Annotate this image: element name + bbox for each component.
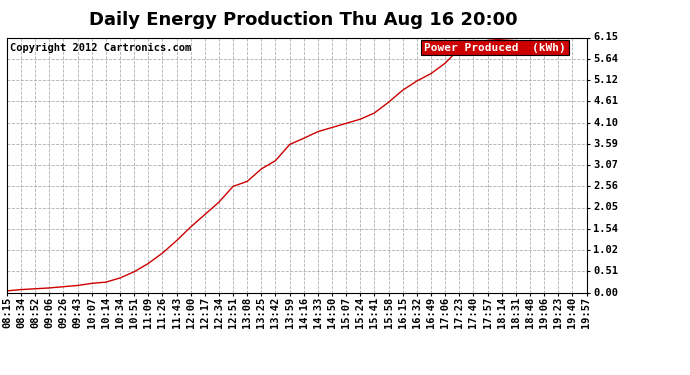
Text: 0.51: 0.51: [593, 266, 618, 276]
Text: 4.61: 4.61: [593, 96, 618, 106]
Text: 4.10: 4.10: [593, 117, 618, 128]
Text: 3.07: 3.07: [593, 160, 618, 170]
Text: 5.12: 5.12: [593, 75, 618, 85]
Text: 1.02: 1.02: [593, 245, 618, 255]
Text: 1.54: 1.54: [593, 224, 618, 234]
Text: Power Produced  (kWh): Power Produced (kWh): [424, 43, 566, 52]
Text: Daily Energy Production Thu Aug 16 20:00: Daily Energy Production Thu Aug 16 20:00: [89, 11, 518, 29]
Text: 2.05: 2.05: [593, 202, 618, 213]
Text: 5.64: 5.64: [593, 54, 618, 64]
Text: 2.56: 2.56: [593, 182, 618, 191]
Text: Copyright 2012 Cartronics.com: Copyright 2012 Cartronics.com: [10, 43, 191, 52]
Text: 3.59: 3.59: [593, 139, 618, 148]
Text: 6.15: 6.15: [593, 33, 618, 42]
Text: 0.00: 0.00: [593, 288, 618, 297]
